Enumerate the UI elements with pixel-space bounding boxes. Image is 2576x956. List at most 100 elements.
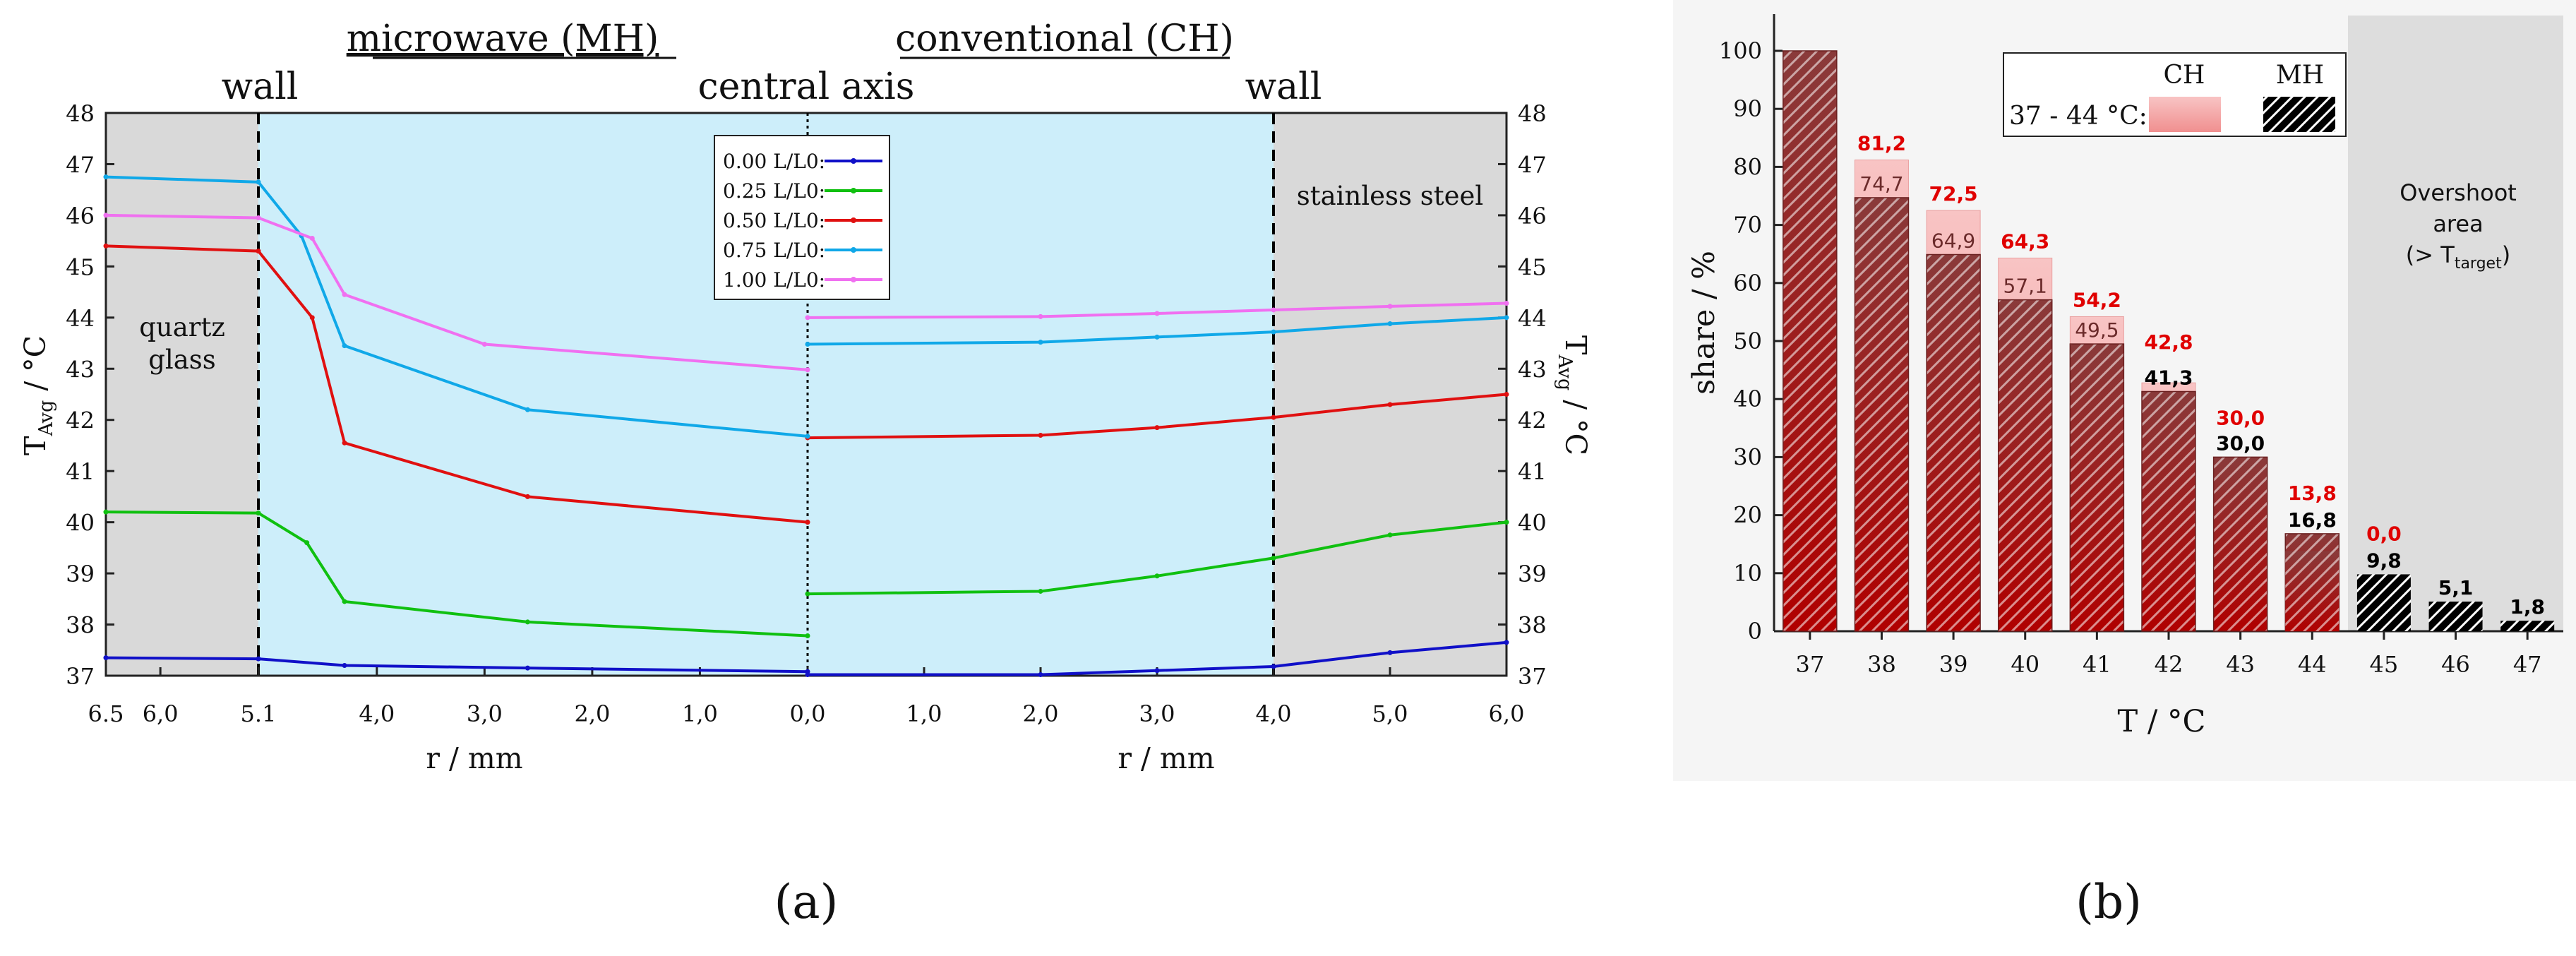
bar-label-mh: 30,0 [2216, 431, 2265, 455]
x-tick-label: 41 [2083, 651, 2111, 678]
y-tick-label: 100 [1719, 37, 1762, 64]
bar-mh [2500, 621, 2555, 631]
series-point [1154, 334, 1160, 340]
bar-label-mh: 16,8 [2288, 508, 2337, 532]
legend-entry-marker [851, 247, 856, 253]
bar-mh-hatch [1926, 253, 1981, 632]
series-point [1271, 307, 1276, 313]
quartz-glass-region [106, 113, 258, 676]
x-tick-label-left: 3,0 [467, 700, 503, 727]
series-point [1387, 650, 1393, 655]
series-point [309, 236, 315, 241]
legend-mh-label: MH [2276, 61, 2324, 90]
svg-text:TAvg / °C: TAvg / °C [18, 335, 57, 455]
bar-mh-hatch [1997, 299, 2053, 632]
series-point [256, 249, 261, 254]
x-tick-label-right: 4,0 [1256, 700, 1292, 727]
series-point [256, 179, 261, 185]
legend-entry-label: 0.00 L/L0: [723, 150, 825, 173]
label-stainless-steel: stainless steel [1297, 181, 1484, 211]
series-point [805, 367, 810, 373]
series-point [103, 509, 109, 515]
series-point [1271, 414, 1276, 420]
series-point [304, 540, 310, 546]
panel-label-a: (a) [774, 875, 839, 929]
x-axis: 6.5 6,0 5.1 4,0 3,0 2,0 1,0 0,0 1,0 2,0 3,0 4,0 5,0 6… [88, 667, 1525, 727]
y-axis-left: 37 38 39 40 41 42 43 44 45 46 47 48 [66, 100, 114, 690]
x-tick-label-left: 5.1 [241, 700, 277, 727]
series-point [103, 243, 109, 249]
y-tick-label: 40 [1733, 386, 1762, 412]
overshoot-label-subscript: target [2455, 255, 2502, 273]
series-point [342, 663, 347, 669]
series-point [1504, 315, 1509, 321]
series-line-ch-0 [808, 640, 1507, 676]
bar-mh-hatch [2141, 390, 2196, 632]
legend-entry-label: 0.75 L/L0: [723, 239, 825, 262]
bar-ch-overlay-hatch [2285, 551, 2340, 631]
y-tick-label-right: 45 [1518, 253, 1547, 280]
label-wall-left: wall [222, 66, 299, 108]
y-tick-label-right: 43 [1518, 356, 1547, 383]
y-axis-right: 37 38 39 40 41 42 43 44 45 46 47 48 [1498, 100, 1547, 690]
y-label-right: TAvg / °C [1554, 335, 1593, 455]
legend-entry-marker [851, 217, 856, 223]
x-tick-label: 45 [2370, 651, 2399, 678]
x-tick-label-left: 0,0 [790, 700, 826, 727]
bars [1783, 50, 2555, 632]
series-point [342, 292, 347, 297]
x-tick-label-right: 6,0 [1489, 700, 1525, 727]
series-line-ch-4 [807, 301, 1507, 319]
bar-chart-panel: 0 10 20 30 40 50 60 70 80 90 100 37 38 39 40 41 42 43 44 4… [1673, 0, 2576, 929]
y-tick-label-right: 46 [1518, 203, 1547, 229]
series-point [1038, 588, 1043, 594]
x-tick-label-left: 6.5 [88, 700, 124, 727]
legend-entry-marker [851, 158, 856, 164]
legend: CH MH 37 - 44 °C: [2003, 52, 2347, 137]
x-tick-label-right: 3,0 [1139, 700, 1175, 727]
x-tick-label-right: 5,0 [1372, 700, 1408, 727]
y-tick-label-right: 38 [1518, 612, 1547, 639]
series-point [805, 434, 810, 439]
overshoot-label-line1: Overshoot [2400, 179, 2517, 206]
overshoot-label-prefix: (> T [2406, 241, 2455, 268]
y-tick-label-left: 39 [66, 561, 95, 587]
series-point [805, 520, 810, 525]
y-tick-label-right: 42 [1518, 407, 1547, 434]
bar-mh [2356, 574, 2411, 631]
series-point [1504, 392, 1509, 397]
bar-label-ch: 42,8 [2144, 330, 2193, 354]
series-lines [103, 174, 1509, 678]
x-tick-label: 37 [1795, 651, 1824, 678]
y-tick-label-left: 37 [66, 663, 95, 690]
y-tick-label-left: 41 [66, 458, 95, 485]
y-tick-label: 60 [1733, 270, 1762, 297]
y-tick-label: 30 [1733, 443, 1762, 470]
x-label: T / °C [2118, 704, 2206, 739]
series-point [525, 619, 530, 625]
line-chart-panel: 37 38 39 40 41 42 43 44 45 46 47 48 37 38 39 40 41 42 43 4… [18, 18, 1593, 929]
legend-entry-marker [851, 277, 856, 282]
legend-entry-marker [851, 188, 856, 193]
panel-label-b: (b) [2075, 875, 2142, 929]
y-label: share / % [1687, 251, 1722, 395]
bar-mh-hatch [2069, 343, 2125, 632]
series-point [342, 343, 347, 349]
overshoot-label-line3: (> Ttarget) [2406, 241, 2510, 273]
series-point [1154, 311, 1160, 316]
series-point [103, 174, 109, 180]
y-tick-label: 80 [1733, 153, 1762, 180]
series-point [1038, 432, 1043, 438]
y-tick-label: 50 [1733, 328, 1762, 354]
series-point [256, 215, 261, 221]
bar-label-ch: 13,8 [2288, 482, 2337, 505]
series-point [1038, 672, 1043, 678]
series-point [1387, 532, 1393, 538]
x-label-left: r / mm [426, 741, 522, 775]
series-point [103, 655, 109, 661]
y-tick-label-right: 39 [1518, 561, 1547, 587]
series-point [481, 341, 487, 347]
y-tick-label-right: 44 [1518, 305, 1547, 332]
series-point [805, 591, 810, 597]
legend-ch-label: CH [2164, 61, 2205, 90]
